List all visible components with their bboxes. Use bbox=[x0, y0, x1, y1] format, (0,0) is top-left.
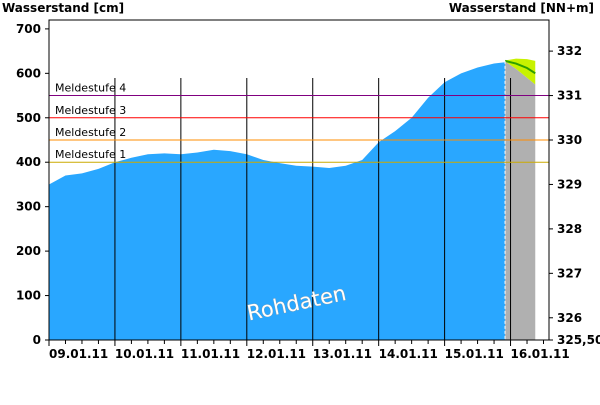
y-right-tick-label: 325,50 bbox=[557, 333, 600, 347]
x-tick-label: 12.01.11 bbox=[247, 347, 306, 361]
reference-line-label: Meldestufe 2 bbox=[55, 126, 126, 139]
y-left-tick-label: 300 bbox=[16, 200, 41, 214]
x-tick-label: 16.01.11 bbox=[511, 347, 570, 361]
x-tick-label: 10.01.11 bbox=[115, 347, 174, 361]
y-left-tick-label: 700 bbox=[16, 22, 41, 36]
y-left-tick-label: 0 bbox=[33, 333, 41, 347]
y-left-tick-label: 500 bbox=[16, 111, 41, 125]
y-right-tick-label: 332 bbox=[557, 44, 582, 58]
y-left-tick-label: 400 bbox=[16, 155, 41, 169]
y-right-tick-label: 329 bbox=[557, 177, 582, 191]
plot-frame bbox=[48, 19, 550, 341]
reference-line-label: Meldestufe 1 bbox=[55, 148, 126, 161]
y-right-tick-label: 331 bbox=[557, 89, 582, 103]
y-left-tick-label: 200 bbox=[16, 244, 41, 258]
forecast-period-area bbox=[505, 61, 536, 340]
y-axis-left-title: Wasserstand [cm] bbox=[2, 1, 124, 15]
forecast-band bbox=[505, 58, 536, 85]
x-tick-label: 14.01.11 bbox=[379, 347, 438, 361]
x-tick-label: 11.01.11 bbox=[181, 347, 240, 361]
y-left-tick-label: 100 bbox=[16, 289, 41, 303]
y-right-tick-label: 327 bbox=[557, 266, 582, 280]
x-tick-label: 09.01.11 bbox=[49, 347, 108, 361]
y-right-tick-label: 328 bbox=[557, 222, 582, 236]
reference-line-label: Meldestufe 3 bbox=[55, 104, 126, 117]
y-axis-right-title: Wasserstand [NN+m] bbox=[449, 1, 594, 15]
reference-line-label: Meldestufe 4 bbox=[55, 82, 126, 95]
measured-water-level-area bbox=[49, 62, 506, 340]
y-left-tick-label: 600 bbox=[16, 66, 41, 80]
plot-area: Meldestufe 4 Meldestufe 3 Meldestufe 2 Meld… bbox=[16, 19, 600, 361]
y-right-tick-label: 330 bbox=[557, 133, 582, 147]
x-tick-label: 13.01.11 bbox=[313, 347, 372, 361]
forecast-line bbox=[504, 59, 536, 75]
y-right-tick-label: 326 bbox=[557, 311, 582, 325]
x-tick-label: 15.01.11 bbox=[445, 347, 504, 361]
